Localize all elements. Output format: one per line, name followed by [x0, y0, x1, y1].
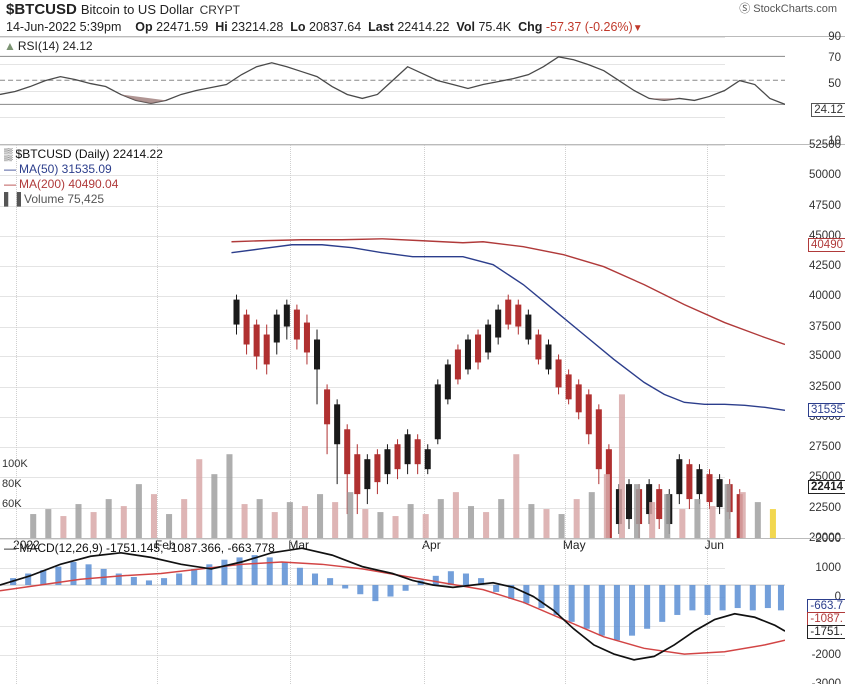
ma200-value-badge[interactable]: 40490: [808, 238, 845, 252]
symbol-title: $BTCUSD: [6, 1, 77, 18]
vol-axis-100k: 100K: [2, 458, 28, 470]
price-tick-10: 27500: [809, 441, 841, 453]
volume-bars: [30, 394, 776, 538]
macd-tick-neg3000: -3000: [812, 678, 841, 684]
candles-mar-apr: [465, 295, 582, 420]
rsi-tick-50: 50: [828, 78, 841, 90]
price-tick-1: 50000: [809, 169, 841, 181]
rsi-plot-area[interactable]: ▲ RSI(14) 24.12: [0, 37, 785, 144]
price-tick-4: 42500: [809, 260, 841, 272]
price-plot-area[interactable]: ▒ $BTCUSD (Daily) 22414.22 ― MA(50) 31535.…: [0, 145, 785, 538]
macd-tick-2000: 2000: [815, 533, 841, 545]
open-value: 22471.59: [156, 20, 208, 34]
high-value: 23214.28: [231, 20, 283, 34]
timestamp: 14-Jun-2022 5:39pm: [6, 20, 121, 34]
low-value: 20837.64: [309, 20, 361, 34]
candles-feb: [354, 344, 461, 514]
macd-chart[interactable]: [0, 539, 785, 684]
macd-tick-neg2000: -2000: [812, 649, 841, 661]
chart-header: $BTCUSD Bitcoin to US Dollar CRYPT Ⓢ Stock…: [6, 2, 839, 36]
price-tick-12: 22500: [809, 502, 841, 514]
price-panel: ▒ $BTCUSD (Daily) 22414.22 ― MA(50) 31535.…: [0, 144, 845, 538]
macd-plot-area[interactable]: ― MACD(12,26,9) -1751.145, -1087.366, -6…: [0, 539, 785, 684]
last-price-badge[interactable]: 22414: [808, 480, 845, 494]
macd-axis[interactable]: 2000 1000 0 -1000 -2000 -3000 -663.7 -10…: [785, 539, 845, 684]
change-down-icon: ▼: [633, 23, 643, 34]
ma50-value-badge[interactable]: 31535: [808, 403, 845, 417]
macd-tick-1000: 1000: [815, 562, 841, 574]
price-tick-8: 32500: [809, 381, 841, 393]
volume-value: 75.4K: [478, 20, 511, 34]
macd-histogram: [10, 555, 784, 640]
rsi-tick-70: 70: [828, 52, 841, 64]
macd-signal-badge[interactable]: -1087.: [807, 612, 845, 626]
candles-may-crash: [586, 389, 673, 538]
rsi-tick-90: 90: [828, 31, 841, 43]
category-badge: CRYPT: [200, 3, 240, 17]
price-tick-7: 35000: [809, 350, 841, 362]
rsi-axis[interactable]: 90 70 50 10 24.12: [785, 37, 845, 144]
vol-axis-80k: 80K: [2, 478, 22, 490]
rsi-current-value-badge[interactable]: 24.12: [811, 103, 845, 117]
vol-axis-60k: 60K: [2, 498, 22, 510]
macd-line-badge[interactable]: -1751.: [807, 625, 845, 639]
price-tick-0: 52500: [809, 139, 841, 151]
stockcharts-window: { "header": { "symbol": "$BTCUSD", "desc…: [0, 0, 845, 684]
macd-hist-badge[interactable]: -663.7: [807, 599, 845, 613]
symbol-description: Bitcoin to US Dollar: [81, 2, 194, 17]
candles-jan: [233, 295, 350, 514]
price-tick-5: 40000: [809, 290, 841, 302]
price-tick-6: 37500: [809, 321, 841, 333]
source-watermark: Ⓢ StockCharts.com: [739, 2, 837, 17]
rsi-line-chart[interactable]: [0, 37, 785, 144]
last-value: 22414.22: [397, 20, 449, 34]
price-axis[interactable]: 52500 50000 47500 45000 42500 40000 3750…: [785, 145, 845, 538]
price-tick-2: 47500: [809, 200, 841, 212]
macd-panel: ― MACD(12,26,9) -1751.145, -1087.366, -6…: [0, 538, 845, 684]
change-value: -57.37 (-0.26%): [546, 20, 633, 34]
candlestick-chart[interactable]: [0, 145, 785, 538]
rsi-panel: ▲ RSI(14) 24.12 90 70 50 10 24.12: [0, 36, 845, 144]
